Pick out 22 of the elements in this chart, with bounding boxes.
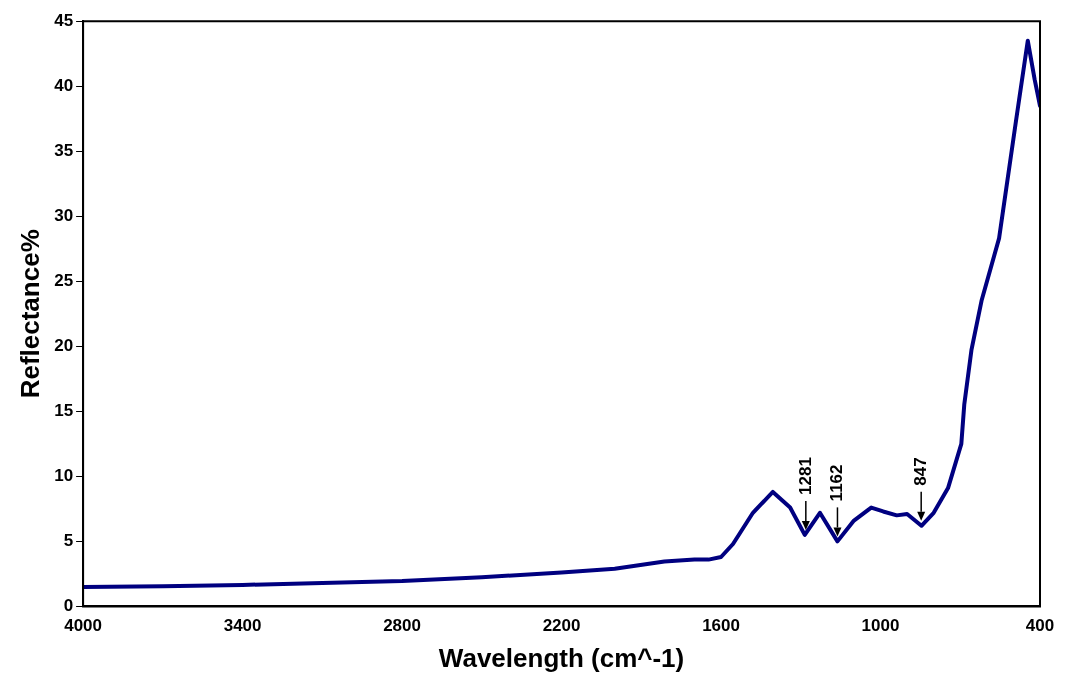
y-tick-label: 40 — [54, 75, 74, 95]
y-tick-label: 45 — [54, 10, 74, 30]
x-tick-label: 2200 — [542, 616, 581, 636]
annotation: 847 — [910, 457, 930, 486]
x-tick-label: 4000 — [64, 616, 103, 636]
annotation: 1281 — [795, 457, 815, 495]
y-tick-label: 25 — [54, 270, 74, 290]
y-tick-label: 30 — [54, 205, 74, 225]
x-tick-label: 1600 — [702, 616, 740, 636]
y-tick-label: 15 — [54, 401, 74, 421]
y-tick-label: 20 — [54, 336, 74, 355]
x-tick-label: 400 — [1025, 616, 1055, 636]
x-tick-label: 3400 — [223, 616, 262, 636]
annotation: 1162 — [827, 464, 847, 502]
y-tick-label: 35 — [54, 140, 74, 160]
x-axis-title: Wavelength (cm^-1) — [438, 642, 685, 673]
x-tick-label: 1000 — [861, 616, 900, 636]
y-tick-label: 10 — [54, 466, 74, 486]
y-axis-title: Reflectance% — [14, 229, 45, 399]
y-tick-label: 5 — [63, 531, 74, 551]
x-tick-label: 2800 — [383, 616, 421, 636]
y-tick-label: 0 — [63, 596, 74, 616]
